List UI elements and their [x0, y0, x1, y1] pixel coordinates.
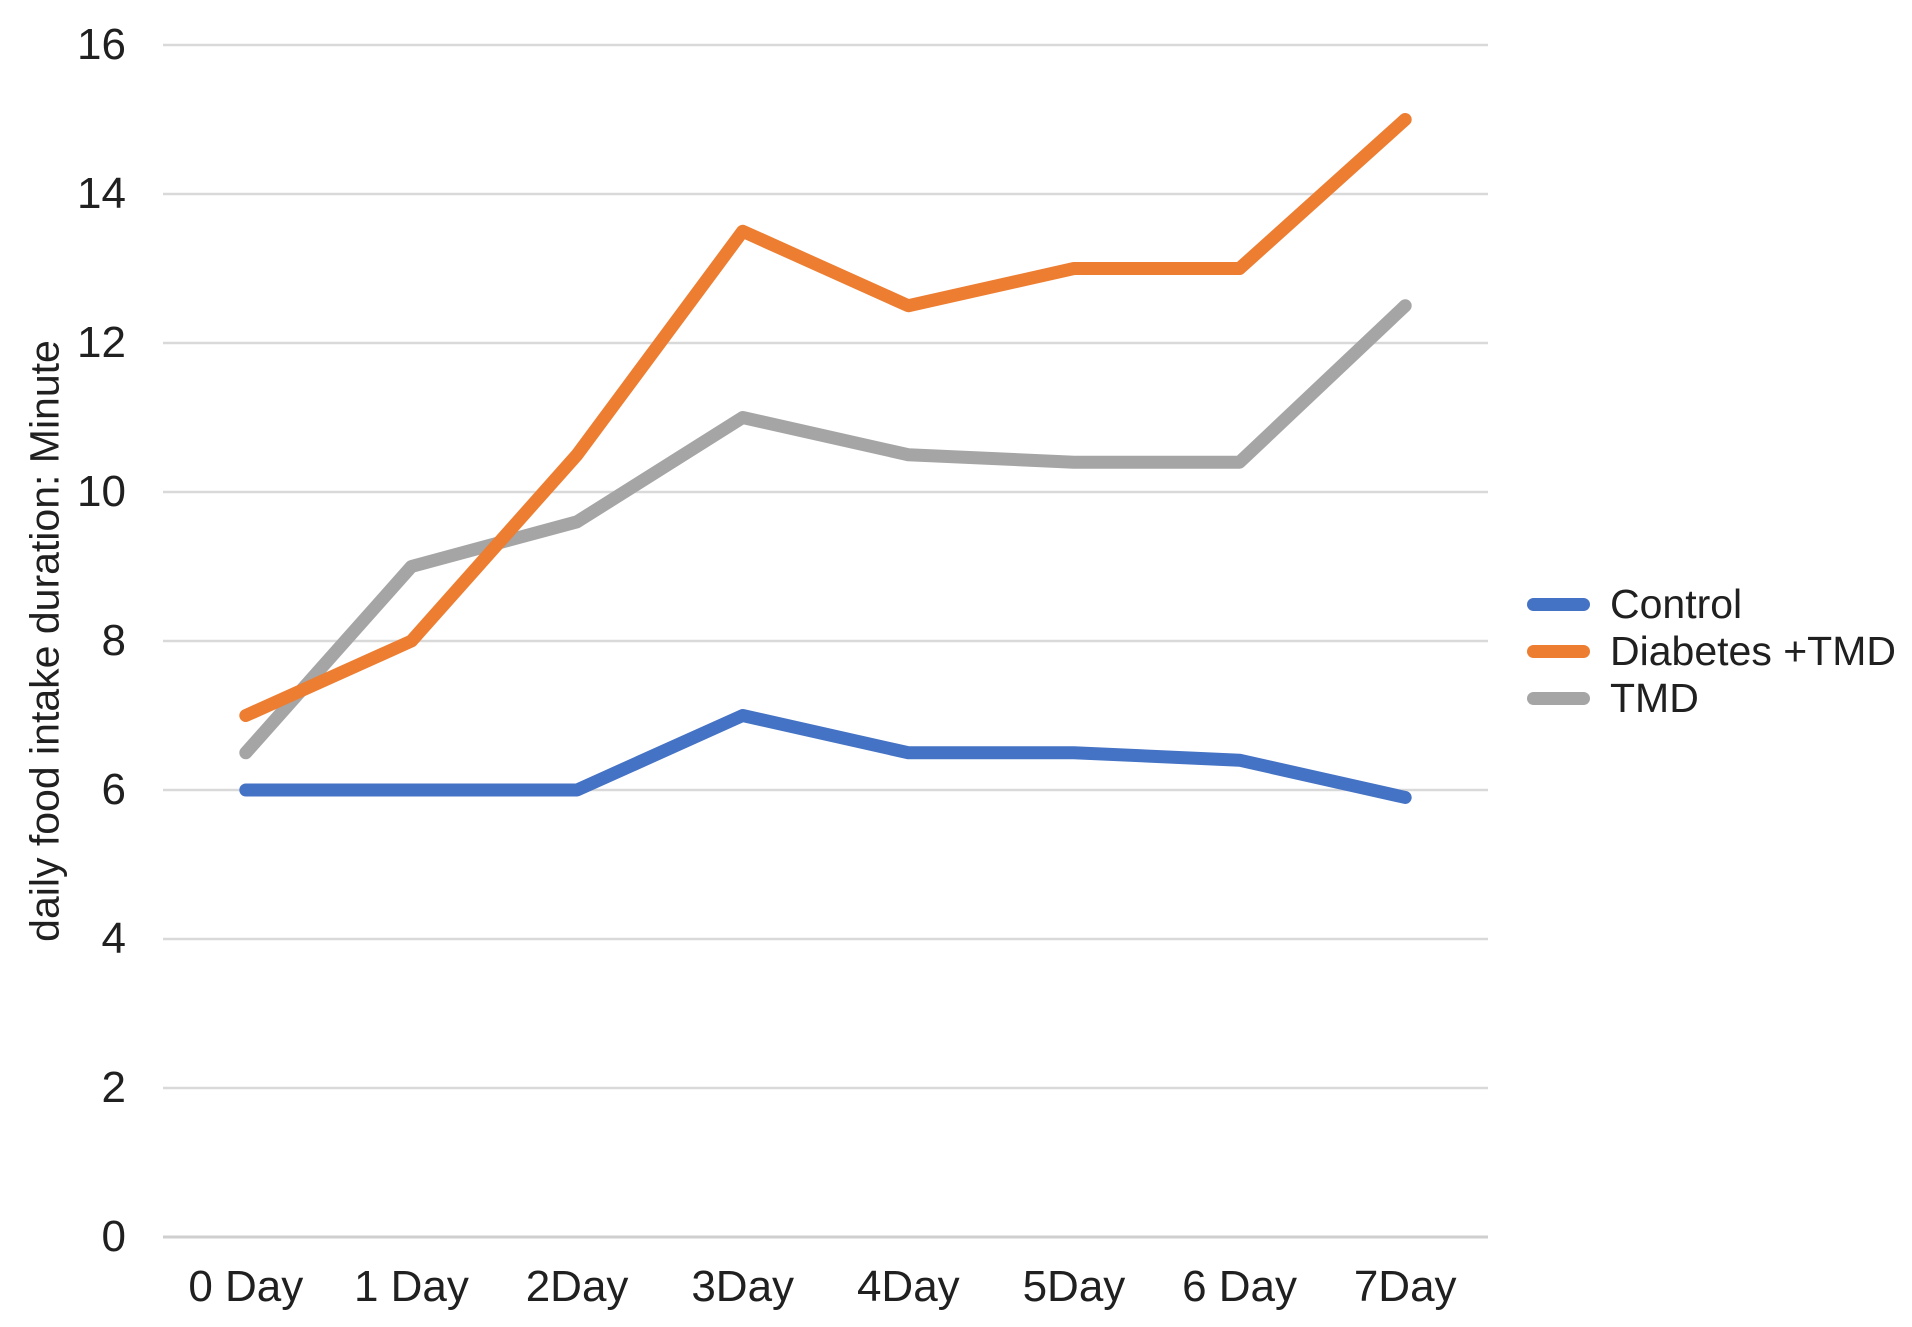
y-tick-label: 0 [101, 1212, 126, 1261]
x-category-label: 0 Day [188, 1262, 304, 1311]
series-line-control [239, 709, 1412, 804]
legend-item: Control [1527, 581, 1896, 628]
series-line-diabetes-tmd [239, 113, 1412, 722]
x-category-label: 4Day [856, 1262, 960, 1311]
legend: Control Diabetes +TMD TMD [1527, 581, 1896, 722]
x-category-label: 1 Day [353, 1262, 469, 1311]
legend-item: TMD [1527, 675, 1896, 722]
x-category-label: 3Day [691, 1262, 795, 1311]
y-tick-label: 6 [101, 765, 126, 814]
legend-label: Control [1610, 581, 1743, 627]
legend-marker-icon [1527, 598, 1590, 611]
y-tick-label: 8 [101, 616, 126, 665]
x-category-label: 5Day [1022, 1262, 1126, 1311]
legend-label: TMD [1610, 675, 1699, 721]
y-tick-label: 12 [77, 318, 126, 367]
y-tick-label: 14 [77, 169, 126, 218]
legend-label: Diabetes +TMD [1610, 628, 1896, 674]
x-category-label: 6 Day [1182, 1262, 1298, 1311]
x-category-label: 2Day [525, 1262, 629, 1311]
y-tick-label: 10 [77, 467, 126, 516]
y-tick-label: 4 [101, 914, 126, 963]
series-line-tmd [239, 299, 1412, 760]
legend-item: Diabetes +TMD [1527, 628, 1896, 675]
y-tick-label: 2 [101, 1063, 126, 1112]
y-tick-label: 16 [77, 20, 126, 69]
legend-marker-icon [1527, 692, 1590, 705]
legend-marker-icon [1527, 645, 1590, 658]
x-category-label: 7Day [1353, 1262, 1457, 1311]
